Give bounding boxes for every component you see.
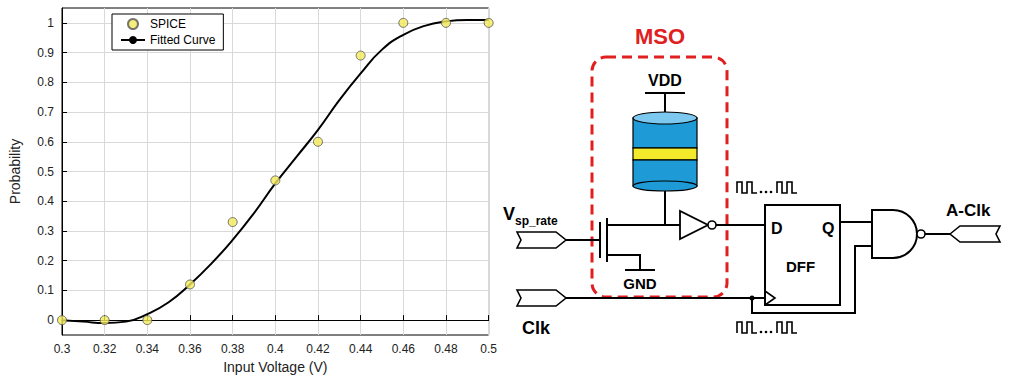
svg-text:0.46: 0.46 [392,342,416,356]
svg-text:0.3: 0.3 [37,224,54,238]
svg-text:SPICE: SPICE [150,17,186,31]
svg-text:D: D [771,220,783,237]
svg-text:0.5: 0.5 [480,342,497,356]
svg-text:GND: GND [623,275,657,292]
svg-text:0.5: 0.5 [37,165,54,179]
svg-text:0.8: 0.8 [37,75,54,89]
svg-text:Clk: Clk [522,318,551,338]
svg-text:Vsp_rate: Vsp_rate [503,204,558,228]
svg-text:A-Clk: A-Clk [946,201,991,220]
svg-text:VDD: VDD [648,72,682,89]
svg-text:1: 1 [47,16,54,30]
svg-text:Probability: Probability [7,139,23,204]
svg-text:0.4: 0.4 [37,194,54,208]
svg-text:0.2: 0.2 [37,254,54,268]
svg-text:0.6: 0.6 [37,135,54,149]
svg-text:0.7: 0.7 [37,105,54,119]
svg-text:0.44: 0.44 [349,342,373,356]
svg-text:Q: Q [822,220,834,237]
svg-text:Input Voltage (V): Input Voltage (V) [223,359,327,375]
svg-text:0.38: 0.38 [221,342,245,356]
svg-text:MSO: MSO [635,24,685,49]
svg-text:0.1: 0.1 [37,283,54,297]
svg-text:DFF: DFF [786,258,815,275]
svg-text:0.42: 0.42 [306,342,330,356]
svg-text:0.4: 0.4 [267,342,284,356]
svg-text:0.9: 0.9 [37,46,54,60]
svg-text:Fitted Curve: Fitted Curve [150,33,216,47]
svg-text:0: 0 [47,313,54,327]
svg-text:0.3: 0.3 [54,342,71,356]
svg-text:0.34: 0.34 [136,342,160,356]
svg-text:0.32: 0.32 [93,342,117,356]
svg-text:0.36: 0.36 [178,342,202,356]
svg-text:0.48: 0.48 [434,342,458,356]
